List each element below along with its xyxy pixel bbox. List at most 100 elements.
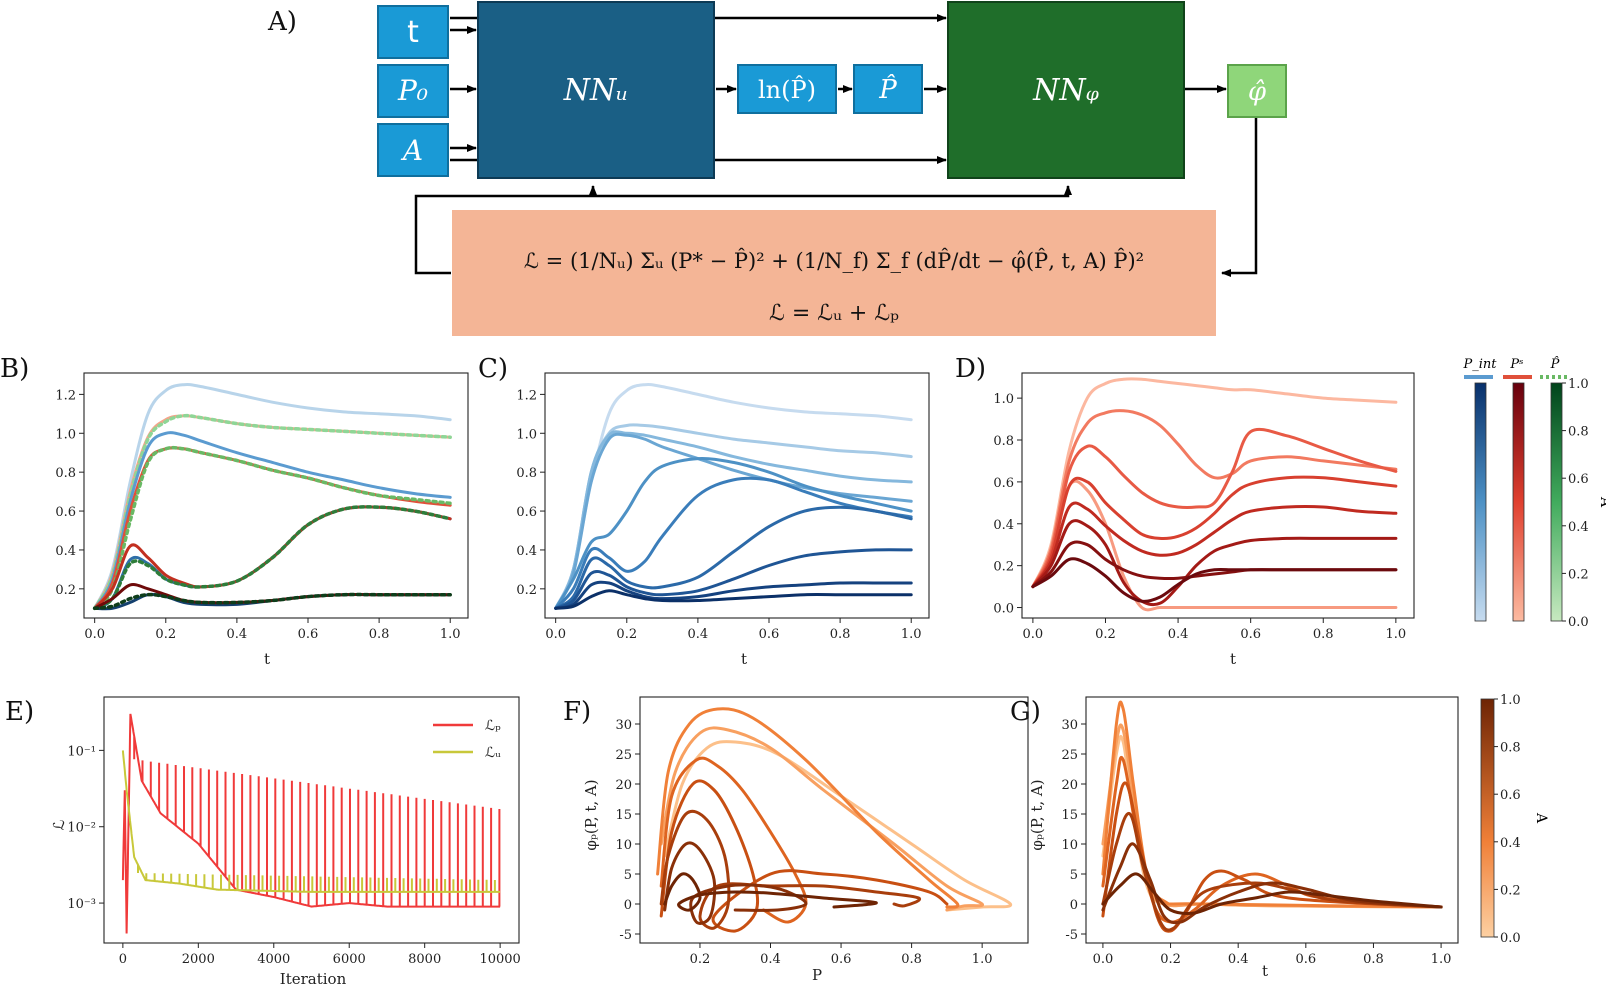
colorbar-green [1550, 382, 1563, 622]
x-tick-label: 0.6 [298, 627, 319, 642]
series-line-5 [92, 445, 452, 611]
x-tick-label: 0.0 [1093, 952, 1114, 967]
legend-e-lu: ℒᵤ [485, 745, 501, 761]
series-line-5 [1101, 812, 1443, 932]
y-tick-label: 30 [615, 718, 632, 733]
x-tick-label: 1.0 [972, 952, 993, 967]
y-tick-label: 0 [1070, 898, 1078, 913]
x-tick-label: 0.2 [1095, 627, 1116, 642]
x-tick-label: 8000 [408, 952, 441, 967]
y-tick-label: 5 [1070, 868, 1078, 883]
xlabel-d: t [1230, 650, 1236, 668]
colorbar-top-ticks: 0.0 0.2 0.4 0.6 0.8 1.0 [1562, 377, 1589, 630]
x-tick-label: 0.6 [759, 627, 780, 642]
colorbar-tick-label: 0.8 [1568, 425, 1589, 440]
y-tick-label: 10⁻³ [67, 897, 96, 912]
colorbar-tick-label: 0.2 [1500, 883, 1521, 898]
series-group [1101, 700, 1443, 933]
x-tick-label: 4000 [257, 952, 290, 967]
ylabel-e: ℒ [50, 819, 68, 830]
x-tick-label: 0.4 [1168, 627, 1189, 642]
colorbar-tick-label: 0.8 [1500, 741, 1521, 756]
colorbar-tick-label: 1.0 [1500, 693, 1521, 708]
series-line-1 [1031, 479, 1398, 612]
y-tick-label: 15 [615, 808, 632, 823]
ln-p-label: ln(P̂) [758, 76, 816, 104]
chart-b: 0.0 0.2 0.4 0.6 0.8 1.0 0.2 0.4 0.6 0.8 1.0 1.2 [55, 372, 469, 642]
y-tick-label: 1.0 [993, 392, 1014, 407]
ln-p-box [737, 64, 837, 114]
series-line-3 [659, 756, 808, 924]
x-tick-label: 0.2 [690, 952, 711, 967]
y-tick-label: 0 [624, 898, 632, 913]
x-tick-label: 0.8 [901, 952, 922, 967]
x-tick-label: 0.2 [1160, 952, 1181, 967]
series-line-6 [663, 841, 808, 925]
chart-e: 0 2000 4000 6000 8000 10000 10⁻³ 10⁻² 10⁻¹ [67, 696, 521, 967]
series-line-1 [554, 423, 913, 610]
y-tick-label: 0.6 [993, 476, 1014, 491]
series-line-8 [1031, 557, 1398, 603]
colorbar-header-ps: Pˢ [1509, 357, 1523, 372]
input-box-p0 [377, 64, 449, 118]
colorbar-bottom: 0.0 0.2 0.4 0.6 0.8 1.0 A [1480, 693, 1549, 946]
y-tick-label: 10⁻¹ [67, 744, 96, 759]
series-line-2 [1031, 409, 1398, 589]
y-tick-label: 0.4 [516, 544, 537, 559]
series-line-4 [554, 456, 913, 610]
x-tick-label: 1.0 [1431, 952, 1452, 967]
x-tick-label: 0.6 [1240, 627, 1261, 642]
y-tick-label: 20 [1061, 778, 1078, 793]
x-tick-label: 0.4 [760, 952, 781, 967]
axes-frame [1021, 372, 1415, 619]
input-a-label: A [400, 134, 423, 167]
ylabel-g: φₚ(P, t, A) [1028, 779, 1046, 850]
axes-frame [544, 372, 930, 619]
y-tick-label: 0.8 [993, 434, 1014, 449]
y-tick-label: 30 [1061, 718, 1078, 733]
panel-label-f: F) [563, 697, 591, 727]
y-tick-label: 0.6 [55, 505, 76, 520]
colorbar-blue [1474, 382, 1487, 622]
y-tick-label: 0.4 [55, 544, 76, 559]
y-tick-label: -5 [619, 928, 632, 943]
x-tick-label: 0.8 [369, 627, 390, 642]
x-tick-label: 0.8 [1363, 952, 1384, 967]
series-line-7 [663, 872, 878, 912]
x-tick-label: 0.6 [831, 952, 852, 967]
series-group [1031, 377, 1398, 612]
loss-box [452, 210, 1216, 336]
y-tick-label: 10 [615, 838, 632, 853]
y-tick-label: 25 [615, 748, 632, 763]
series-line-1 [659, 726, 984, 912]
colorbar-tick-label: 0.0 [1568, 615, 1589, 630]
legend-e-lp: ℒₚ [485, 718, 501, 734]
x-tick-label: 0.8 [830, 627, 851, 642]
series-line-8 [92, 505, 452, 611]
series-line-4 [659, 779, 949, 933]
y-tick-label: 25 [1061, 748, 1078, 763]
y-tick-label: 0.2 [993, 560, 1014, 575]
x-tick-label: 0.4 [688, 627, 709, 642]
x-tick-label: 0.0 [1023, 627, 1044, 642]
x-tick-label: 0.4 [1228, 952, 1249, 967]
p-hat-label: P̂ [878, 74, 897, 105]
chart-d: 0.0 0.2 0.4 0.6 0.8 1.0 0.0 0.2 0.4 0.6 0.8 1.0 [993, 372, 1415, 642]
series-line-6 [1031, 519, 1398, 607]
colorbar-tick-label: 0.2 [1568, 567, 1589, 582]
series-line-4 [1031, 475, 1398, 589]
phi-hat-label: φ̂ [1248, 77, 1267, 107]
panel-label-a: A) [267, 7, 297, 37]
x-tick-label: 2000 [182, 952, 215, 967]
series-line-0 [1031, 377, 1398, 589]
y-tick-label: 5 [624, 868, 632, 883]
axes-frame [103, 696, 520, 944]
series-line-4 [93, 446, 452, 610]
series-group [656, 707, 1012, 933]
y-tick-label: 0.0 [993, 602, 1014, 617]
x-tick-label: 0.6 [1295, 952, 1316, 967]
y-tick-label: 20 [615, 778, 632, 793]
y-tick-label: 0.2 [55, 583, 76, 598]
nn-phi-label: NNᵩ [1032, 73, 1100, 108]
